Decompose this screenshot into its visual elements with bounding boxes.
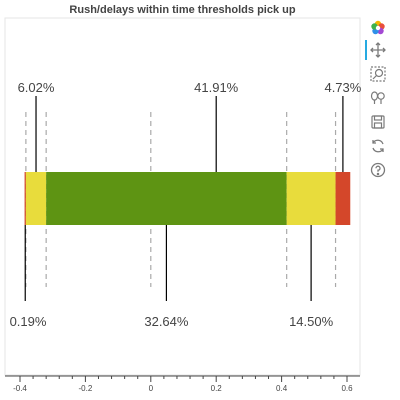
x-tick-label: 0 — [149, 384, 154, 393]
percentage-label: 6.02% — [18, 80, 55, 95]
help-icon[interactable] — [368, 160, 388, 180]
percentage-label: 41.91% — [194, 80, 239, 95]
bar-segment — [286, 172, 336, 225]
x-tick-label: 0.2 — [211, 384, 223, 393]
percentage-label: 14.50% — [289, 314, 334, 329]
pan-icon[interactable] — [365, 40, 388, 60]
save-icon[interactable] — [368, 112, 388, 132]
x-tick-label: 0.4 — [276, 384, 288, 393]
reset-icon[interactable] — [368, 136, 388, 156]
bar-segment — [46, 172, 287, 225]
x-tick-label: -0.2 — [79, 384, 93, 393]
bar-segment — [24, 172, 26, 225]
bar-segment — [335, 172, 351, 225]
plot-frame — [4, 17, 361, 376]
percentage-label: 4.73% — [324, 80, 361, 95]
percentage-labels: 0.19% 6.02% 32.64% 14.50% 4.73% 41.91% — [10, 80, 362, 329]
x-tick-label: 0.6 — [341, 384, 353, 393]
percentage-label: 32.64% — [144, 314, 189, 329]
wheel-zoom-icon[interactable] — [368, 88, 388, 108]
x-tick-label: -0.4 — [13, 384, 27, 393]
chart-title: Rush/delays within time thresholds pick … — [69, 4, 296, 16]
box-zoom-icon[interactable] — [368, 64, 388, 84]
bar-segment — [25, 172, 47, 225]
leader-lines — [24, 96, 344, 301]
bar-segments — [24, 172, 351, 225]
threshold-lines — [25, 112, 337, 287]
x-axis: -0.4 -0.2 0 0.2 0.4 0.6 — [5, 375, 360, 393]
percentage-label: 0.19% — [10, 314, 47, 329]
active-tool-indicator — [365, 40, 367, 60]
bokeh-logo-icon[interactable] — [368, 18, 388, 38]
